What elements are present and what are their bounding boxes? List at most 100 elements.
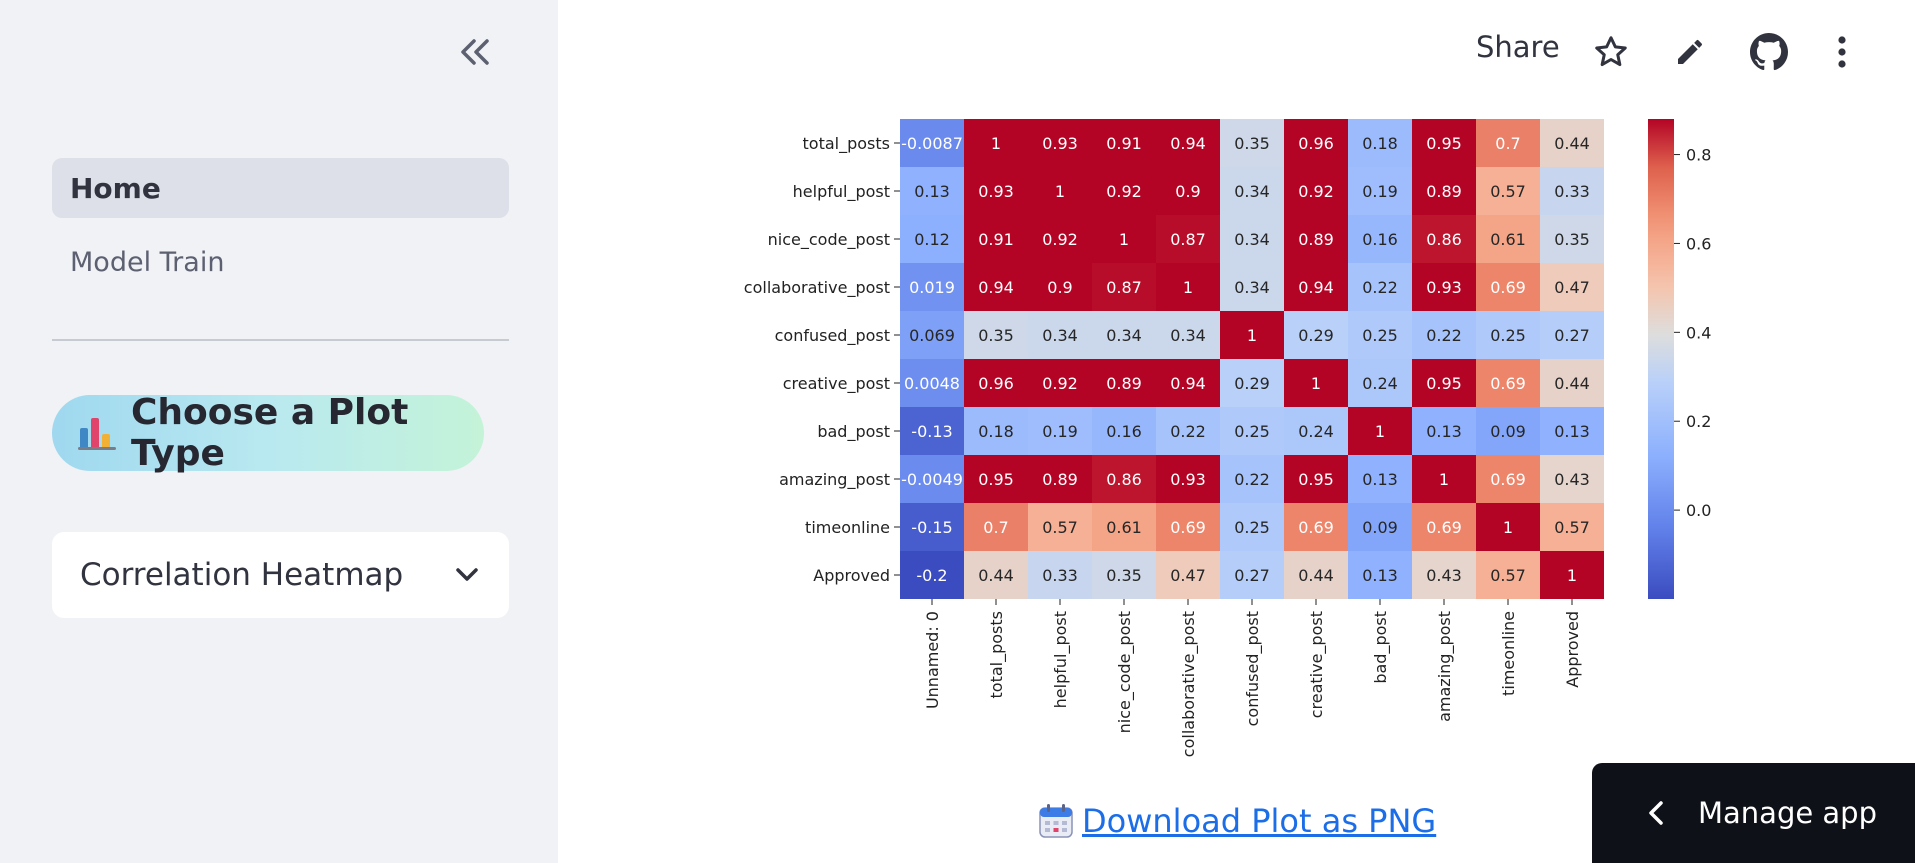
row-tick-label: confused_post — [775, 326, 890, 346]
heatmap-cell-label: 0.92 — [1298, 182, 1334, 201]
heatmap-cell — [1412, 311, 1476, 359]
heatmap-cell — [1092, 167, 1156, 215]
heatmap-cell-label: -0.2 — [916, 566, 947, 585]
heatmap-cell-label: 0.43 — [1554, 470, 1590, 489]
heatmap-cell-label: 0.44 — [1554, 134, 1590, 153]
heatmap-cell-label: 0.13 — [914, 182, 950, 201]
download-plot-link[interactable]: Download Plot as PNG — [1038, 802, 1436, 840]
chevron-left-icon — [1648, 800, 1664, 826]
heatmap-cell-label: 0.93 — [1042, 134, 1078, 153]
heatmap-cell-label: 0.44 — [1554, 374, 1590, 393]
heatmap-cell — [1476, 455, 1540, 503]
heatmap-cell-label: 0.92 — [1042, 230, 1078, 249]
heatmap-cell-label: 0.91 — [1106, 134, 1142, 153]
sidebar-item-home[interactable]: Home — [52, 158, 509, 218]
heatmap-cell-label: 0.57 — [1554, 518, 1590, 537]
heatmap-cell — [1156, 215, 1220, 263]
heatmap-cell — [1412, 167, 1476, 215]
heatmap-cell-label: -0.0087 — [901, 134, 963, 153]
heatmap-cell-label: 0.94 — [1298, 278, 1334, 297]
colorbar-tick-label: 0.8 — [1686, 146, 1711, 165]
github-button[interactable] — [1747, 30, 1791, 74]
plot-type-heading: Choose a Plot Type — [52, 392, 484, 474]
heatmap-cell-label: 0.47 — [1554, 278, 1590, 297]
heatmap-cell-label: 0.92 — [1106, 182, 1142, 201]
sidebar-item-label: Home — [70, 171, 161, 205]
heatmap-cell-label: 0.069 — [909, 326, 955, 345]
heatmap-cell — [1028, 503, 1092, 551]
heatmap-cell-label: 0.22 — [1426, 326, 1462, 345]
heatmap-cell-label: 0.34 — [1106, 326, 1142, 345]
plot-type-select[interactable]: Correlation Heatmap — [52, 532, 509, 618]
heatmap-cell — [1156, 503, 1220, 551]
heatmap-cell-label: 0.13 — [1426, 422, 1462, 441]
heatmap-cell — [1092, 359, 1156, 407]
colorbar-tick-label: 0.4 — [1686, 323, 1711, 342]
manage-app-label: Manage app — [1698, 796, 1877, 830]
heatmap-cell — [900, 407, 964, 455]
heatmap-cell-label: 0.57 — [1042, 518, 1078, 537]
heatmap-cell-label: 0.93 — [1170, 470, 1206, 489]
heatmap-cell — [1284, 167, 1348, 215]
colorbar-tick-label: 0.6 — [1686, 234, 1711, 253]
heatmap-cell — [1540, 455, 1604, 503]
heatmap-cell — [1284, 119, 1348, 167]
share-button[interactable]: Share — [1476, 30, 1560, 64]
heatmap-cell — [1412, 407, 1476, 455]
heatmap-cell-label: 0.57 — [1490, 566, 1526, 585]
heatmap-cell — [1220, 167, 1284, 215]
heatmap-cell — [1220, 407, 1284, 455]
heatmap-cell — [1540, 503, 1604, 551]
heatmap-cell — [1476, 359, 1540, 407]
heatmap-cell-label: 0.69 — [1490, 374, 1526, 393]
edit-button[interactable] — [1668, 30, 1712, 74]
main-menu-button[interactable] — [1820, 30, 1864, 74]
heatmap-cell-label: 0.44 — [1298, 566, 1334, 585]
heatmap-cell — [1284, 407, 1348, 455]
colorbar-tick-label: 0.2 — [1686, 412, 1711, 431]
row-tick-label: creative_post — [783, 374, 890, 394]
row-tick-label: amazing_post — [779, 470, 890, 490]
sidebar-divider — [52, 339, 509, 341]
heatmap-cell — [1284, 263, 1348, 311]
heatmap-cell-label: 0.13 — [1554, 422, 1590, 441]
heatmap-cell-label: 0.29 — [1298, 326, 1334, 345]
heatmap-cell-label: 1 — [1055, 182, 1065, 201]
heatmap-cell-label: 0.35 — [978, 326, 1014, 345]
heatmap-cell-label: 1 — [1119, 230, 1129, 249]
heatmap-cell-label: 0.94 — [1170, 374, 1206, 393]
column-tick-label: nice_code_post — [1115, 611, 1135, 733]
heatmap-cell — [1156, 455, 1220, 503]
heatmap-cell — [1284, 455, 1348, 503]
heatmap-cell — [1412, 503, 1476, 551]
star-button[interactable] — [1589, 30, 1633, 74]
heatmap-cell-label: 1 — [991, 134, 1001, 153]
column-tick-label: timeonline — [1499, 611, 1518, 696]
heatmap-cell-label: 0.44 — [978, 566, 1014, 585]
heatmap-cell-label: 0.24 — [1362, 374, 1398, 393]
heatmap-cell — [1348, 407, 1412, 455]
heatmap-cell — [1092, 455, 1156, 503]
heatmap-cell — [964, 311, 1028, 359]
manage-app-button[interactable]: Manage app — [1592, 763, 1915, 863]
sidebar-item-model-train[interactable]: Model Train — [52, 232, 509, 292]
plot-type-select-value: Correlation Heatmap — [80, 557, 404, 593]
column-tick-label: collaborative_post — [1179, 611, 1199, 757]
heatmap-cell — [1156, 551, 1220, 599]
heatmap-cell — [1476, 167, 1540, 215]
github-icon — [1750, 33, 1788, 71]
heatmap-cell — [1540, 119, 1604, 167]
heatmap-cell-label: 0.69 — [1490, 470, 1526, 489]
column-tick-label: Approved — [1563, 611, 1582, 688]
colorbar — [1648, 119, 1674, 599]
heatmap-cell-label: 0.22 — [1170, 422, 1206, 441]
heatmap-cell-label: 0.95 — [1426, 374, 1462, 393]
heatmap-cell-label: 0.87 — [1106, 278, 1142, 297]
collapse-sidebar-button[interactable] — [450, 30, 500, 74]
heatmap-cell-label: 0.19 — [1042, 422, 1078, 441]
heatmap-cell — [1028, 215, 1092, 263]
heatmap-cell-label: 0.13 — [1362, 470, 1398, 489]
heatmap-cell — [1156, 407, 1220, 455]
heatmap-cell — [1348, 263, 1412, 311]
